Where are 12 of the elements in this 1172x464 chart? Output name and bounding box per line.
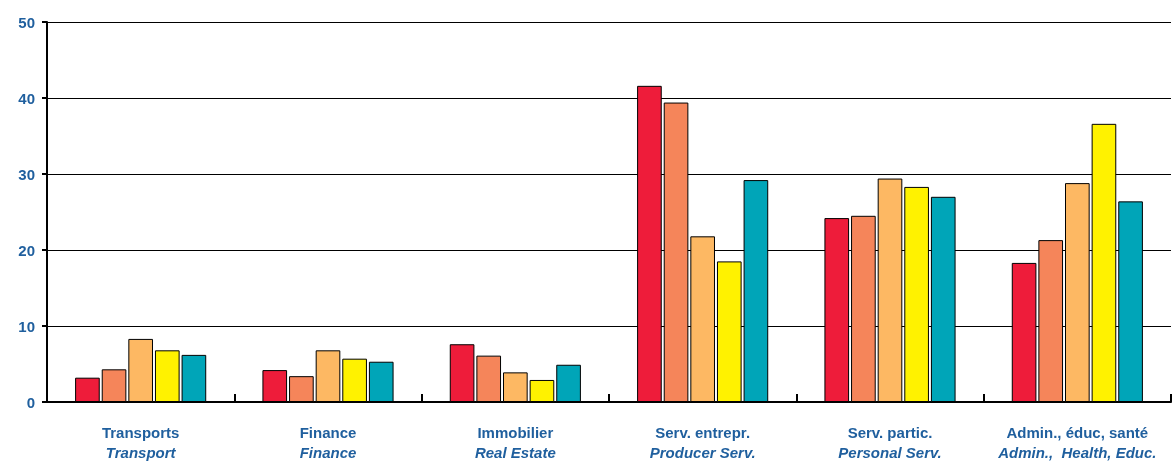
x-tick-label: Serv. partic. Personal Serv. [838, 423, 942, 461]
x-tick-label: Serv. entrepr. Producer Serv. [649, 423, 756, 461]
x-tick-label: Transports Transport [101, 423, 180, 461]
y-tick-label: 40 [18, 89, 35, 107]
y-tick-label: 0 [26, 393, 35, 411]
x-tick-label: Finance Finance [299, 423, 357, 461]
x-tick-label: Immobilier Real Estate [474, 423, 556, 461]
y-tick-label: 30 [18, 165, 35, 183]
y-tick-label: 10 [18, 317, 35, 335]
y-tick-label: 20 [18, 241, 35, 259]
y-tick-label: 50 [18, 13, 35, 31]
x-tick-label: Admin., éduc, santé Admin., Health, Educ. [997, 423, 1157, 461]
